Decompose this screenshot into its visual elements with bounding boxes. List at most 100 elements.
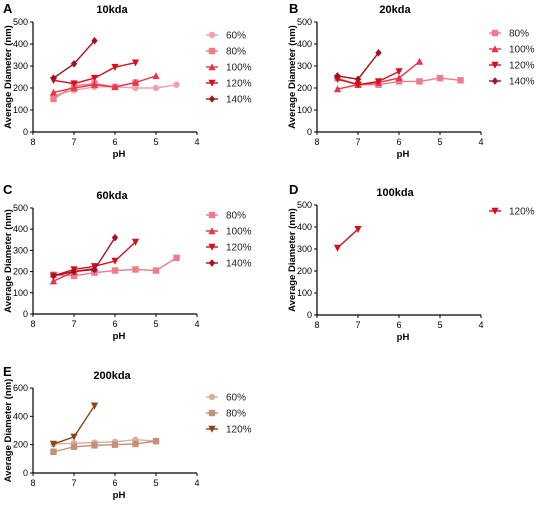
data-point xyxy=(395,68,403,76)
x-tick-label: 6 xyxy=(112,137,117,147)
legend-entry: 120% xyxy=(206,425,252,436)
y-tick-label: 100 xyxy=(13,105,28,115)
series-120pct xyxy=(49,402,99,448)
series-140pct xyxy=(50,233,119,280)
legend-entry: 80% xyxy=(206,409,246,420)
legend-marker xyxy=(491,77,499,85)
legend-marker xyxy=(208,243,216,251)
legend-marker xyxy=(208,47,216,55)
legend-entry: 120% xyxy=(489,207,535,218)
data-point xyxy=(90,74,99,82)
panel-letter: C xyxy=(3,182,13,197)
data-point xyxy=(90,402,99,410)
legend-entry: 80% xyxy=(489,29,529,40)
y-tick-label: 300 xyxy=(13,61,28,71)
y-tick-label: 500 xyxy=(297,17,312,27)
legend-marker xyxy=(491,207,499,215)
panel-letter: A xyxy=(3,1,13,16)
data-point xyxy=(152,72,160,80)
y-tick-label: 200 xyxy=(297,83,312,93)
panel-e: E 200kda 0 200 400 600 8 7 6 5 4 pH Average Diameter… xyxy=(3,364,252,501)
data-point xyxy=(91,265,98,274)
x-tick-label: 6 xyxy=(112,478,117,488)
series-140pct xyxy=(334,49,382,83)
x-tick-label: 6 xyxy=(396,320,401,330)
series-120pct xyxy=(333,226,362,252)
data-point xyxy=(132,266,139,273)
series-line xyxy=(53,439,157,445)
data-point xyxy=(111,83,119,91)
x-tick-label: 4 xyxy=(194,478,199,488)
legend-label: 80% xyxy=(226,409,246,420)
x-tick-label: 5 xyxy=(437,320,442,330)
legend-entry: 100% xyxy=(206,227,252,238)
data-point xyxy=(49,440,58,448)
x-tick-label: 5 xyxy=(153,319,158,329)
x-tick-label: 4 xyxy=(194,319,199,329)
y-tick-label: 200 xyxy=(13,83,28,93)
chart-title: 60kda xyxy=(96,190,128,202)
x-axis-title: pH xyxy=(113,490,126,501)
legend-entry: 80% xyxy=(206,47,246,58)
series-line xyxy=(53,237,116,277)
x-tick-label: 8 xyxy=(30,137,35,147)
data-point xyxy=(374,78,383,86)
data-point xyxy=(50,448,57,455)
y-axis-title: Average Diameter (nm) xyxy=(3,209,14,313)
y-axis-title: Average Diameter (nm) xyxy=(3,379,14,483)
legend-label: 60% xyxy=(226,393,246,404)
data-point xyxy=(111,63,119,71)
panel-b: B 20kda 0 100 200 300 400 500 8 7 6 5 4 pH Average Dia… xyxy=(287,1,535,160)
data-point xyxy=(131,59,140,67)
chart-title: 20kda xyxy=(379,4,411,16)
legend-label: 120% xyxy=(226,425,252,436)
legend-label: 140% xyxy=(226,259,252,270)
data-point xyxy=(70,272,78,280)
x-axis-title: pH xyxy=(397,332,410,343)
y-tick-label: 200 xyxy=(13,267,28,277)
y-axis-title: Average Diameter (nm) xyxy=(287,25,298,129)
y-tick-label: 500 xyxy=(13,17,28,27)
series-100pct xyxy=(49,72,160,96)
data-point xyxy=(49,88,58,96)
y-tick-label: 400 xyxy=(13,411,28,421)
data-point xyxy=(131,238,140,246)
x-tick-label: 5 xyxy=(437,137,442,147)
y-tick-label: 0 xyxy=(23,468,28,478)
data-point xyxy=(132,440,139,448)
legend-marker xyxy=(208,227,216,235)
data-point xyxy=(152,437,160,445)
data-point xyxy=(90,80,99,88)
y-tick-label: 100 xyxy=(297,288,312,298)
legend-entry: 140% xyxy=(206,259,252,270)
x-tick-label: 7 xyxy=(71,478,76,488)
legend-label: 100% xyxy=(226,227,252,238)
legend-entry: 140% xyxy=(206,95,252,106)
legend-label: 120% xyxy=(509,207,535,218)
data-point xyxy=(415,57,424,65)
y-tick-label: 300 xyxy=(13,245,28,255)
data-point xyxy=(152,267,160,274)
data-point xyxy=(457,77,464,84)
x-tick-label: 4 xyxy=(194,137,199,147)
x-tick-label: 7 xyxy=(71,319,76,329)
legend-marker xyxy=(208,211,216,219)
y-axis-title: Average Diameter (nm) xyxy=(287,208,298,312)
legend-label: 120% xyxy=(226,79,252,90)
y-axis-title: Average Diameter (nm) xyxy=(3,25,14,129)
y-tick-label: 400 xyxy=(13,224,28,234)
legend-marker xyxy=(208,31,216,39)
panel-d: D 100kda 0 100 200 300 400 500 8 7 6 5 4 pH Average Di… xyxy=(287,182,535,343)
data-point xyxy=(152,84,160,92)
x-tick-label: 7 xyxy=(355,137,360,147)
panel-letter: D xyxy=(289,182,298,197)
series-line xyxy=(53,40,96,79)
legend-label: 60% xyxy=(226,31,246,42)
y-tick-label: 0 xyxy=(307,127,312,137)
legend-entry: 100% xyxy=(489,45,535,56)
y-tick-label: 0 xyxy=(23,309,28,319)
series-line xyxy=(337,52,380,80)
x-tick-label: 6 xyxy=(112,319,117,329)
data-point xyxy=(111,233,119,242)
x-tick-label: 8 xyxy=(314,320,319,330)
